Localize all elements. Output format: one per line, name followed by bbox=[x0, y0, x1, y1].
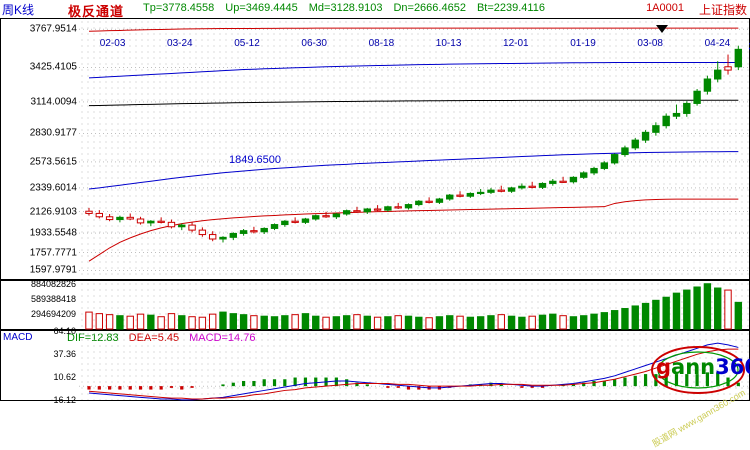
price-plot-area: 3587.0300 1849.6500 bbox=[79, 19, 750, 279]
logo-text: gann360 bbox=[656, 355, 750, 379]
price-x-label: 12-01 bbox=[503, 38, 529, 49]
macd-panel: MACD DIF=12.83DEA=5.45MACD=14.76 64.1037… bbox=[0, 326, 750, 405]
price-y-label: 1757.7771 bbox=[29, 247, 77, 259]
param-up: Up=3469.4445 bbox=[225, 2, 298, 14]
kline-period-label: 周K线 bbox=[2, 3, 35, 17]
price-panel: 3767.9514 3425.4105 3114.0094 2830.9177 2573… bbox=[0, 18, 750, 280]
volume-panel: 884082826 589388418 294694209 bbox=[0, 278, 750, 330]
param-md: Md=3128.9103 bbox=[308, 2, 383, 14]
param-dn: Dn=2666.4652 bbox=[393, 2, 466, 14]
price-x-label: 02-03 bbox=[99, 38, 126, 49]
price-y-label: 3425.4105 bbox=[29, 61, 77, 73]
security-name: 上证指数 bbox=[698, 3, 747, 17]
price-y-label: 2339.6014 bbox=[29, 182, 77, 194]
macd-y-label: 10.62 bbox=[53, 372, 76, 382]
price-x-label: 06-30 bbox=[301, 38, 327, 49]
price-x-label: 08-18 bbox=[368, 38, 395, 49]
param-bt: Bt=2239.4116 bbox=[476, 2, 545, 14]
volume-y-label: 294694209 bbox=[30, 308, 76, 319]
price-x-label: 04-24 bbox=[704, 38, 731, 49]
param-tp: Tp=3778.4558 bbox=[143, 2, 215, 14]
security-code: 1A0001 bbox=[646, 2, 684, 14]
price-y-label: 1933.5548 bbox=[29, 227, 77, 239]
price-x-axis: 02-03 03-24 05-12 06-30 08-18 10-13 12-01 01-19… bbox=[79, 38, 750, 51]
indicator-title: 极反通道 bbox=[68, 4, 125, 19]
chart-header: 周K线 极反通道 Tp=3778.4558 Up=3469.4445 Md=3128… bbox=[0, 0, 750, 19]
logo-360: 360 bbox=[715, 355, 750, 379]
price-x-label: 05-12 bbox=[234, 38, 260, 49]
volume-y-label: 884082826 bbox=[30, 278, 76, 289]
macd-y-label: 37.36 bbox=[53, 349, 76, 359]
macd-y-label: -16.12 bbox=[50, 395, 76, 405]
price-x-label: 01-19 bbox=[570, 38, 596, 49]
macd-y-label: 64.10 bbox=[53, 326, 76, 336]
volume-series-svg bbox=[85, 283, 743, 330]
price-y-label: 2830.9177 bbox=[29, 127, 77, 139]
cursor-marker-icon bbox=[655, 25, 668, 33]
price-x-label: 03-08 bbox=[637, 38, 663, 49]
price-y-axis: 3767.9514 3425.4105 3114.0094 2830.9177 2573… bbox=[1, 19, 77, 279]
macd-title: MACD bbox=[3, 332, 33, 343]
macd-plot-area bbox=[79, 331, 750, 401]
volume-y-label: 589388418 bbox=[30, 293, 76, 304]
price-y-label: 2126.9103 bbox=[29, 206, 77, 218]
gann360-logo: gann360 bbox=[650, 337, 750, 399]
current-price-annotation: 3587.0300 bbox=[748, 41, 750, 53]
logo-g: g bbox=[656, 355, 672, 379]
macd-grid bbox=[79, 331, 749, 400]
volume-plot-area bbox=[79, 281, 749, 330]
price-x-label: 03-24 bbox=[167, 38, 193, 49]
price-y-label: 3767.9514 bbox=[29, 23, 77, 35]
price-series-svg bbox=[79, 27, 750, 271]
logo-ellipse-icon bbox=[651, 346, 745, 394]
price-y-label: 1597.9791 bbox=[29, 264, 77, 276]
price-y-label: 2573.5615 bbox=[29, 156, 77, 168]
indicator-params: Tp=3778.4558 Up=3469.4445 Md=3128.9103 Dn=2… bbox=[143, 2, 556, 14]
low-price-annotation: 1849.6500 bbox=[228, 154, 281, 167]
logo-ann: ann bbox=[671, 355, 716, 379]
price-y-label: 3114.0094 bbox=[30, 96, 77, 108]
price-x-label: 10-13 bbox=[435, 38, 462, 49]
volume-y-axis: 884082826 589388418 294694209 bbox=[1, 278, 77, 329]
macd-y-axis: 64.10 37.36 10.62 -16.12 bbox=[1, 326, 77, 405]
